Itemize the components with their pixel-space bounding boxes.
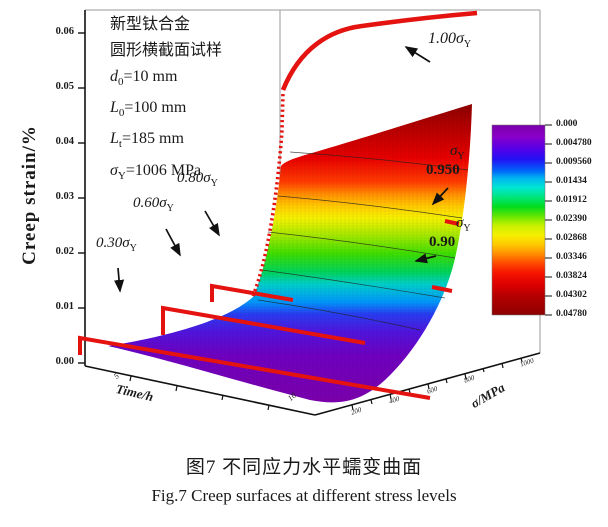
caption-zh: 图7 不同应力水平蠕变曲面 [185, 457, 423, 478]
annotation-arrows [113, 46, 449, 293]
arrow-090 [414, 253, 437, 264]
label-sy-090: σY [456, 215, 471, 234]
cb-tick-3: 0.01434 [556, 176, 587, 186]
y-tick-0.03: 0.03 [55, 191, 74, 202]
caption-en: Fig.7 Creep surfaces at different stress… [151, 486, 457, 505]
info-l0: L0=100 mm [110, 99, 187, 120]
sigma-axis-ticks [351, 357, 523, 411]
cb-tick-8: 0.03824 [556, 271, 587, 281]
label-0.80sy: 0.80σY [177, 170, 218, 189]
arrow-095 [431, 187, 449, 206]
cb-tick-4: 0.01912 [556, 195, 587, 205]
plot-canvas [78, 9, 552, 416]
surface-contours [257, 151, 469, 331]
curve-080 [210, 283, 294, 302]
curve-090-edge-dash [431, 285, 453, 293]
cb-tick-7: 0.03346 [556, 252, 587, 262]
label-0.950: 0.950 [426, 162, 460, 178]
info-specimen: 圆形横截面试样 [110, 42, 223, 59]
y-tick-0.05: 0.05 [55, 81, 74, 92]
cb-tick-6: 0.02868 [556, 233, 587, 243]
y-axis-ticks [78, 32, 85, 364]
creep-curves-red [78, 10, 478, 400]
arrow-100 [404, 46, 431, 63]
cb-tick-9: 0.04302 [556, 290, 587, 300]
time-axis [84, 365, 316, 416]
cb-tick-0: 0.000 [556, 119, 578, 129]
label-0.30sy: 0.30σY [96, 235, 137, 254]
label-0.90: 0.90 [429, 234, 456, 250]
arrow-030 [113, 267, 125, 293]
curve-100-top [280, 10, 478, 91]
info-lt: Lt=185 mm [110, 130, 184, 151]
cb-tick-5: 0.02390 [556, 214, 587, 224]
time-axis-ticks [129, 375, 270, 411]
creep-surface-texture [108, 104, 472, 403]
arrow-080 [204, 210, 220, 237]
curve-030 [78, 335, 431, 400]
arrow-060 [165, 228, 181, 257]
y-tick-0.00: 0.00 [55, 356, 74, 367]
curve-100-rise [251, 91, 285, 297]
info-sigma-y: σY=1006 MPa [110, 161, 202, 182]
curve-060 [161, 305, 366, 345]
curve-095-edge-dash [444, 219, 460, 226]
info-alloy: 新型钛合金 [110, 16, 191, 33]
label-0.60sy: 0.60σY [133, 195, 174, 214]
cb-tick-10: 0.04780 [556, 309, 587, 319]
colorbar-ticks-marks [545, 124, 552, 316]
y-tick-0.06: 0.06 [55, 26, 74, 37]
y-tick-0.02: 0.02 [55, 246, 74, 257]
label-1.00sy: 1.00σY [428, 30, 472, 51]
cb-tick-1: 0.004780 [556, 138, 592, 148]
colorbar-gradient [491, 124, 546, 316]
cb-tick-2: 0.009560 [556, 157, 592, 167]
y-tick-0.01: 0.01 [55, 301, 74, 312]
label-sy-095: σY [450, 143, 465, 162]
y-tick-0.04: 0.04 [55, 136, 74, 147]
info-d0: d0=10 mm [110, 68, 178, 89]
specimen-info-block: 新型钛合金 圆形横截面试样 d0=10 mm L0=100 mm Lt=185 … [110, 12, 222, 189]
